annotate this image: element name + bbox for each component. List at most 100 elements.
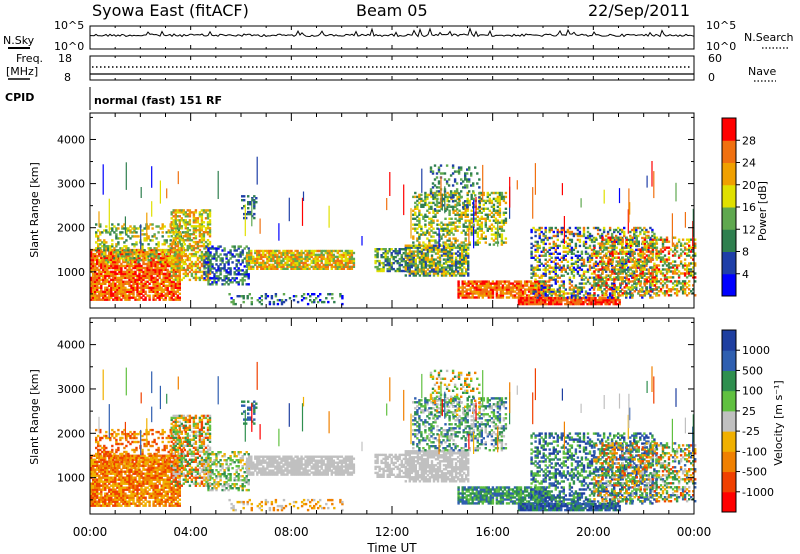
power-cell xyxy=(404,260,407,263)
power-cell xyxy=(422,248,426,251)
power-cell xyxy=(136,262,139,266)
power-cell xyxy=(167,249,170,252)
power-cell xyxy=(200,252,204,256)
power-cell xyxy=(450,221,453,224)
power-cell xyxy=(168,272,171,276)
power-cell xyxy=(160,270,163,274)
power-cell xyxy=(90,262,93,266)
power-cell xyxy=(500,235,504,238)
power-cell xyxy=(458,258,462,261)
power-cell xyxy=(237,271,240,274)
power-cell xyxy=(474,241,477,244)
power-cell xyxy=(456,201,459,205)
power-cell xyxy=(211,271,214,274)
power-cell xyxy=(456,197,459,201)
power-cell xyxy=(432,270,436,273)
power-cell xyxy=(98,290,101,293)
power-cell xyxy=(192,233,196,236)
power-cell xyxy=(176,252,179,256)
power-cell xyxy=(534,248,537,252)
power-cell xyxy=(461,280,464,283)
power-cell xyxy=(458,199,461,203)
power-cell xyxy=(115,227,118,230)
power-cell xyxy=(196,242,200,246)
power-cell xyxy=(531,286,535,289)
power-cell xyxy=(420,203,423,207)
power-cell xyxy=(127,257,130,260)
power-cell xyxy=(196,262,200,266)
power-cell xyxy=(170,282,173,285)
power-cell xyxy=(160,290,163,293)
power-cell xyxy=(458,264,462,267)
power-cell xyxy=(192,215,196,218)
power-cell xyxy=(158,266,161,270)
power-cell xyxy=(102,276,105,280)
power-cell xyxy=(374,250,377,253)
power-cell xyxy=(312,257,315,261)
power-cell xyxy=(308,253,311,257)
power-cell xyxy=(114,260,117,264)
power-cell xyxy=(209,263,212,266)
power-cell xyxy=(152,282,155,285)
power-cell xyxy=(484,235,487,238)
power-cell xyxy=(152,264,155,268)
power-cell xyxy=(286,253,289,257)
power-cell xyxy=(116,286,119,289)
power-cell xyxy=(215,283,218,286)
power-cell xyxy=(502,223,506,226)
power-cell xyxy=(446,227,449,230)
power-cell xyxy=(178,292,181,295)
power-cell xyxy=(491,294,495,297)
power-cell xyxy=(217,277,220,280)
power-cell xyxy=(384,254,387,257)
power-cell xyxy=(456,270,460,273)
power-cell xyxy=(176,215,179,218)
power-cell xyxy=(481,288,484,291)
power-cell xyxy=(170,284,173,287)
power-cell xyxy=(126,298,129,301)
power-cell xyxy=(176,294,179,297)
power-cell xyxy=(422,231,425,234)
power-cell xyxy=(488,213,491,216)
power-cell xyxy=(610,232,614,236)
power-cell xyxy=(176,278,179,282)
power-cell xyxy=(134,282,137,285)
power-cell xyxy=(204,217,208,220)
power-cell xyxy=(496,195,500,199)
power-cell xyxy=(276,267,279,270)
power-cell xyxy=(174,227,177,230)
power-cell xyxy=(94,286,97,289)
power-cell xyxy=(121,255,124,258)
power-cell xyxy=(286,265,289,268)
power-cell xyxy=(452,209,455,212)
power-cell xyxy=(566,272,570,275)
power-cell xyxy=(474,231,477,234)
power-cell xyxy=(432,191,435,195)
power-cell xyxy=(206,233,210,236)
power-cell xyxy=(550,276,553,279)
power-cell xyxy=(298,263,301,267)
power-cell xyxy=(120,252,123,256)
power-cell xyxy=(96,250,99,254)
power-cell xyxy=(463,274,466,277)
power-cell xyxy=(386,263,389,267)
power-cell xyxy=(470,197,473,201)
power-cell xyxy=(268,257,271,261)
power-cell xyxy=(92,274,95,278)
power-cell xyxy=(490,211,494,214)
power-cell xyxy=(469,280,472,283)
power-cell xyxy=(572,274,576,277)
power-cell xyxy=(188,211,192,214)
power-cell xyxy=(304,249,307,253)
power-cell xyxy=(176,256,179,260)
power-cell xyxy=(483,284,486,287)
power-cell xyxy=(484,225,487,228)
power-cell xyxy=(172,274,175,278)
power-cell xyxy=(242,297,245,300)
power-cell xyxy=(180,268,183,272)
power-cell xyxy=(205,261,208,264)
power-cell xyxy=(213,253,216,256)
power-cell xyxy=(442,268,446,271)
power-cell xyxy=(432,250,436,253)
